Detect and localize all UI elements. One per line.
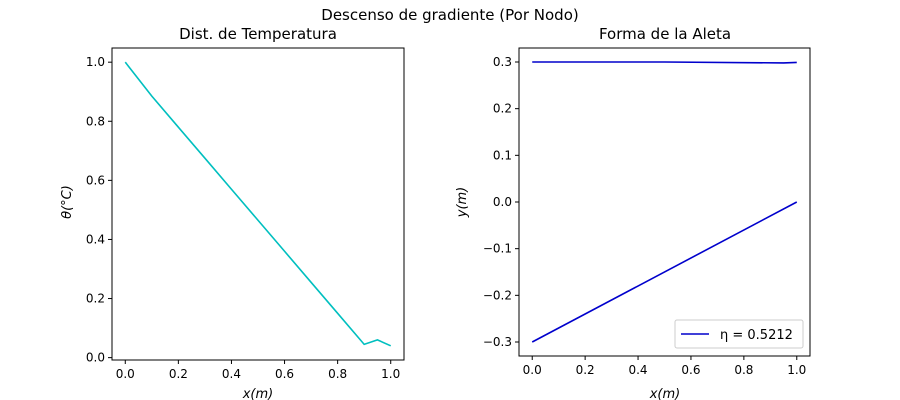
- temperature-y-tick-label: 0.4: [86, 232, 105, 246]
- fin-shape-y-tick-label: −0.3: [483, 335, 512, 349]
- figure-title: Descenso de gradiente (Por Nodo): [321, 6, 578, 24]
- fin-shape-x-tick-label: 0.0: [523, 363, 542, 377]
- temperature-x-tick-label: 0.2: [169, 367, 188, 381]
- fin-shape-panel-title: Forma de la Aleta: [599, 25, 731, 43]
- temperature-x-tick-label: 0.6: [275, 367, 294, 381]
- temperature-y-tick-label: 0.6: [86, 173, 105, 187]
- fin-shape-axes-frame: [518, 47, 811, 357]
- temperature-y-tick-label: 0.8: [86, 114, 105, 128]
- fin-shape-x-tick-label: 0.6: [681, 363, 700, 377]
- temperature-y-axis-label: θ(°C): [60, 185, 75, 219]
- fin-shape-y-tick-label: 0.3: [493, 55, 512, 69]
- fin-shape-y-tick-label: −0.1: [483, 242, 512, 256]
- fin-shape-y-tick-label: 0.2: [493, 102, 512, 116]
- temperature-x-tick-label: 0.0: [116, 367, 135, 381]
- temperature-y-tick-label: 1.0: [86, 55, 105, 69]
- legend-label: η = 0.5212: [720, 328, 793, 343]
- fin-shape-x-tick-label: 0.2: [576, 363, 595, 377]
- temperature-x-tick-label: 0.8: [328, 367, 347, 381]
- temperature-panel-title: Dist. de Temperatura: [179, 25, 337, 43]
- fin-shape-series-line-0: [532, 61, 797, 64]
- fin-shape-y-tick-label: 0.0: [493, 195, 512, 209]
- legend: η = 0.5212: [674, 319, 804, 349]
- fin-shape-panel: Forma de la Aleta x(m) y(m) 0.0 0.2 0.4 0.6…: [455, 25, 811, 400]
- temperature-y-tick-label: 0.2: [86, 292, 105, 306]
- temperature-x-tick-label: 1.0: [381, 367, 400, 381]
- fin-shape-x-tick-label: 0.4: [628, 363, 647, 377]
- fin-shape-x-axis-label: x(m): [649, 387, 681, 400]
- fin-shape-y-tick-label: −0.2: [483, 288, 512, 302]
- legend-box: [674, 319, 804, 349]
- fin-shape-y-tick-label: 0.1: [493, 148, 512, 162]
- temperature-axes-frame: [111, 47, 405, 361]
- temperature-series-line-0: [124, 61, 392, 347]
- temperature-y-tick-label: 0.0: [86, 351, 105, 365]
- temperature-x-tick-label: 0.4: [222, 367, 241, 381]
- temperature-x-axis-label: x(m): [242, 387, 274, 400]
- fin-shape-y-axis-label: y(m): [455, 187, 470, 219]
- fin-shape-x-tick-label: 1.0: [787, 363, 806, 377]
- temperature-panel: Dist. de Temperatura x(m) θ(°C) 0.0 0.2 0.…: [60, 25, 405, 400]
- fin-shape-series-line-1: [531, 201, 798, 343]
- fin-shape-x-tick-label: 0.8: [734, 363, 753, 377]
